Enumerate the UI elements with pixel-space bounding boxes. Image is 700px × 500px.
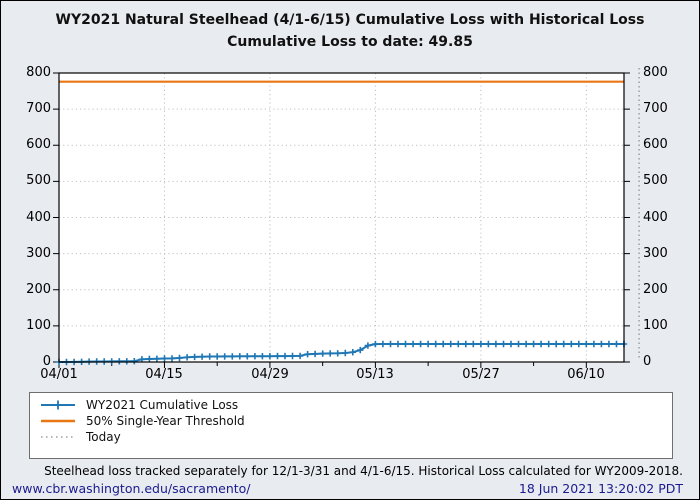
chart-title: WY2021 Natural Steelhead (4/1-6/15) Cumu…: [55, 12, 645, 28]
legend-item-cumulative-loss: WY2021 Cumulative Loss: [40, 397, 672, 413]
legend-label: WY2021 Cumulative Loss: [86, 398, 239, 412]
y-axis-tick-label-left: 600: [26, 137, 51, 153]
y-axis-tick-label-right: 800: [643, 65, 668, 80]
x-axis-tick-label: 06/10: [567, 367, 605, 382]
x-axis-tick-label: 04/15: [145, 367, 183, 382]
x-axis-tick-label: 05/13: [356, 367, 394, 382]
y-axis-tick-label-right: 700: [643, 101, 668, 117]
y-axis-tick-label-left: 0: [42, 354, 51, 369]
y-axis-tick-label-left: 100: [26, 317, 51, 333]
x-axis-tick-label: 04/01: [40, 367, 78, 382]
blue-plus-line-icon: [41, 400, 75, 410]
y-axis-tick-label-right: 600: [643, 137, 668, 153]
y-axis-tick-label-right: 100: [643, 317, 668, 333]
y-axis-tick-label-left: 400: [26, 209, 51, 225]
x-axis-tick-label: 05/27: [462, 367, 500, 382]
orange-line-icon: [41, 419, 75, 423]
y-axis-tick-label-left: 800: [26, 65, 51, 80]
y-axis-tick-label-right: 0: [643, 354, 652, 369]
legend-item-threshold: 50% Single-Year Threshold: [40, 413, 672, 429]
y-axis-tick-label-right: 200: [643, 281, 668, 297]
y-axis-tick-label-left: 700: [26, 101, 51, 117]
cbr-link[interactable]: www.cbr.washington.edu/sacramento/: [12, 481, 251, 496]
footer-note: Steelhead loss tracked separately for 12…: [44, 464, 683, 478]
y-axis-tick-label-left: 500: [26, 173, 51, 189]
y-axis-tick-label-right: 400: [643, 209, 668, 225]
dotted-line-icon: [41, 436, 75, 438]
chart-subtitle: Cumulative Loss to date: 49.85: [227, 34, 473, 50]
y-axis-tick-label-right: 500: [643, 173, 668, 189]
chart-title-block: WY2021 Natural Steelhead (4/1-6/15) Cumu…: [1, 9, 699, 53]
chart-legend: WY2021 Cumulative Loss 50% Single-Year T…: [29, 392, 673, 459]
timestamp: 18 Jun 2021 13:20:02 PDT: [518, 481, 683, 496]
legend-label: Today: [86, 430, 121, 444]
legend-item-today: Today: [40, 429, 672, 445]
y-axis-tick-label-right: 300: [643, 245, 668, 261]
x-axis-tick-label: 04/29: [251, 367, 289, 382]
y-axis-tick-label-left: 300: [26, 245, 51, 261]
y-axis-tick-label-left: 200: [26, 281, 51, 297]
legend-label: 50% Single-Year Threshold: [86, 414, 245, 428]
